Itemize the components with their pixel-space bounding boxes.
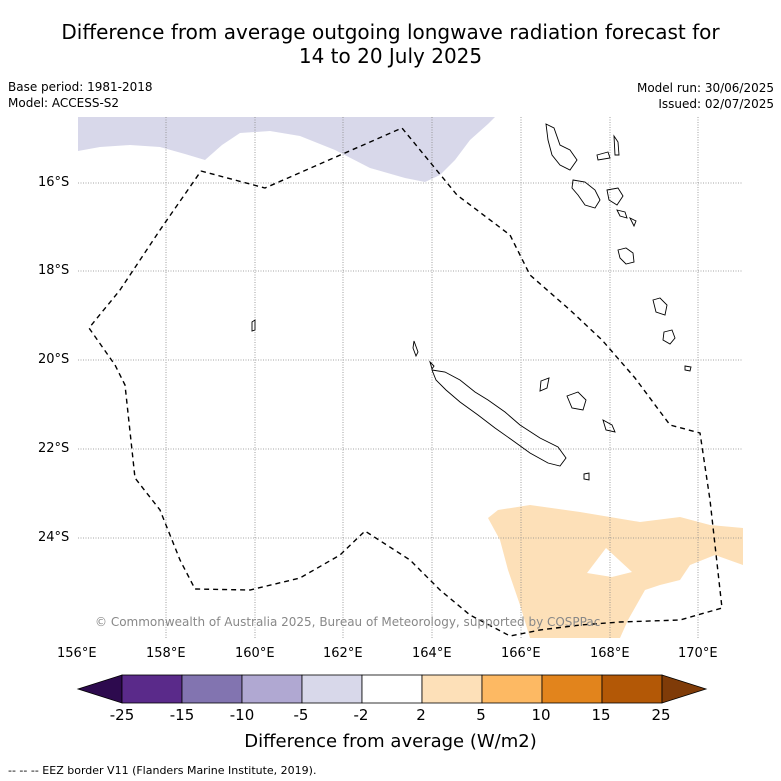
copyright-text: © Commonwealth of Australia 2025, Bureau… [95, 615, 600, 629]
lon-label-164e: 164°E [412, 646, 452, 661]
colorbar-title: Difference from average (W/m2) [244, 731, 537, 752]
positive-anomaly-region [488, 505, 743, 638]
map-plot-area: © Commonwealth of Australia 2025, Bureau… [78, 117, 743, 638]
lon-label-158e: 158°E [146, 646, 186, 661]
colorbar-tick: -10 [229, 706, 255, 724]
lon-label-168e: 168°E [590, 646, 630, 661]
colorbar-tick: 5 [476, 706, 486, 724]
colorbar-segment [121, 674, 183, 704]
lat-label-16s: 16°S [38, 175, 70, 190]
model-text: Model: ACCESS-S2 [8, 96, 120, 110]
colorbar-extend-low [76, 674, 123, 704]
colorbar-tick: 25 [651, 706, 671, 724]
colorbar-tick: -2 [353, 706, 369, 724]
eez-border [88, 127, 723, 637]
base-period-text: Base period: 1981-2018 [8, 80, 153, 94]
colorbar [76, 674, 708, 704]
lon-label-162e: 162°E [323, 646, 363, 661]
eez-legend-text: -- -- -- EEZ border V11 (Flanders Marine… [8, 764, 317, 777]
lat-label-18s: 18°S [38, 263, 70, 278]
map-gridlines [78, 117, 743, 638]
colorbar-tick: -15 [169, 706, 195, 724]
colorbar-segment [241, 674, 303, 704]
lon-label-160e: 160°E [235, 646, 275, 661]
map-title-line1: Difference from average outgoing longwav… [61, 20, 720, 44]
issued-text: Issued: 02/07/2025 [658, 97, 774, 111]
colorbar-tick: -25 [109, 706, 135, 724]
lon-label-170e: 170°E [678, 646, 718, 661]
colorbar-segment [361, 674, 423, 704]
colorbar-segment [301, 674, 363, 704]
lat-label-22s: 22°S [38, 441, 70, 456]
lat-label-24s: 24°S [38, 530, 70, 545]
negative-anomaly-region [78, 117, 495, 182]
colorbar-segment [541, 674, 603, 704]
colorbar-tick: 10 [531, 706, 551, 724]
lat-label-20s: 20°S [38, 352, 70, 367]
colorbar-tick: 2 [416, 706, 426, 724]
colorbar-tick: 15 [591, 706, 611, 724]
colorbar-segment [601, 674, 663, 704]
map-title-line2: 14 to 20 July 2025 [298, 44, 483, 68]
colorbar-segment [421, 674, 483, 704]
new-caledonia-island [431, 369, 567, 467]
model-run-text: Model run: 30/06/2025 [636, 81, 774, 95]
lon-label-156e: 156°E [57, 646, 97, 661]
colorbar-extend-high [661, 674, 708, 704]
vanuatu-islands [545, 123, 578, 171]
island-outlines [251, 123, 692, 481]
colorbar-tick: -5 [293, 706, 309, 724]
lon-label-166e: 166°E [501, 646, 541, 661]
colorbar-segment [481, 674, 543, 704]
colorbar-segment [181, 674, 243, 704]
